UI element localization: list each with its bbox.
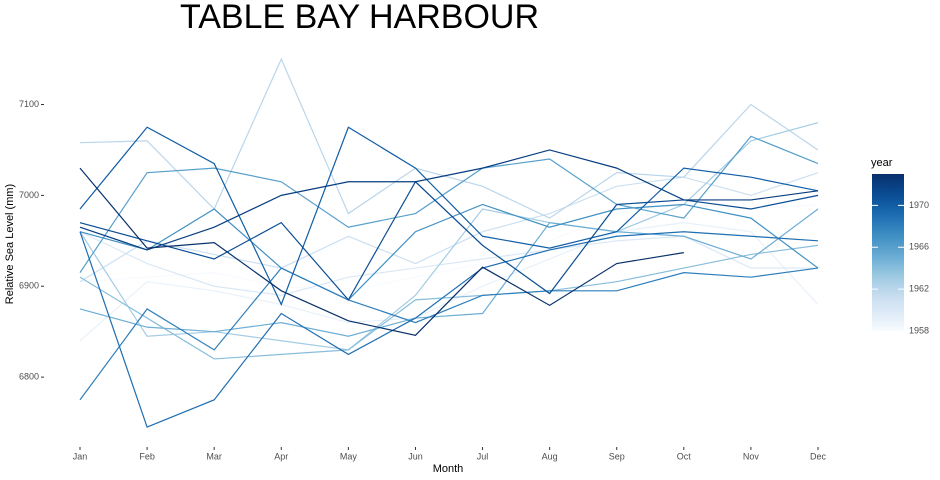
legend-title: year (871, 157, 893, 169)
x-tick-label: Dec (810, 451, 827, 461)
y-tick-label: 6900 (19, 281, 39, 291)
x-tick-label: Sep (609, 451, 625, 461)
x-tick-label: Jun (408, 451, 423, 461)
line-series (79, 222, 819, 342)
x-tick-label: Oct (677, 451, 692, 461)
line-series (79, 244, 819, 360)
line-series (79, 126, 819, 306)
line-series (79, 172, 819, 283)
y-tick-label: 7000 (19, 190, 39, 200)
colorbar-label: 1958 (909, 325, 929, 335)
colorbar-label: 1962 (909, 284, 929, 294)
x-tick-label: Mar (206, 451, 222, 461)
y-tick-label: 6800 (19, 371, 39, 381)
x-tick-label: Nov (743, 451, 760, 461)
line-series (79, 135, 819, 273)
colorbar-label: 1966 (909, 242, 929, 252)
line-series (79, 231, 819, 428)
x-tick-label: Jan (73, 451, 88, 461)
line-series (79, 231, 818, 296)
line-series (79, 57, 819, 219)
line-series (79, 167, 684, 336)
y-axis-title: Relative Sea Level (mm) (4, 184, 16, 304)
line-series (79, 203, 819, 301)
x-axis-title: Month (433, 463, 464, 475)
line-series (79, 122, 819, 351)
x-tick-label: Feb (139, 451, 155, 461)
line-series (79, 208, 819, 337)
line-series (79, 180, 819, 301)
y-tick-label: 7100 (19, 99, 39, 109)
colorbar-label: 1970 (909, 200, 929, 210)
x-tick-label: Apr (274, 451, 288, 461)
x-tick-label: May (340, 451, 358, 461)
line-series (79, 267, 819, 401)
x-tick-label: Jul (477, 451, 489, 461)
colorbar (872, 174, 904, 331)
line-series (79, 149, 819, 251)
chart-title: TABLE BAY HARBOUR (180, 0, 539, 36)
x-tick-label: Aug (542, 451, 558, 461)
